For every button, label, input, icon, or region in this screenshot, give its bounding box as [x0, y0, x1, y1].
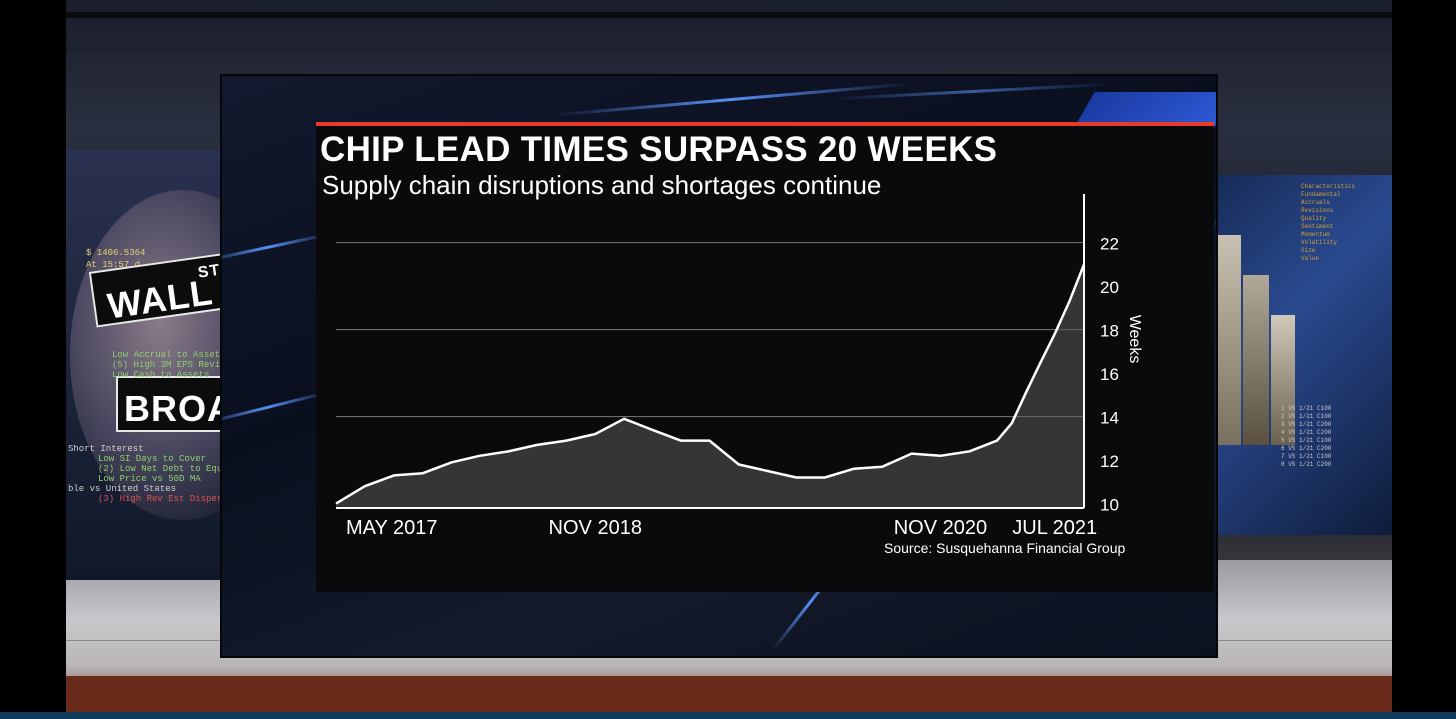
y-tick-label: 22	[1100, 235, 1119, 254]
light-streak	[222, 390, 331, 425]
wall-st-suffix: ST	[196, 261, 222, 282]
area-fill	[336, 264, 1084, 508]
x-tick-label: NOV 2020	[894, 517, 987, 539]
chart-title: CHIP LEAD TIMES SURPASS 20 WEEKS	[320, 130, 998, 169]
y-axis-label: Weeks	[1126, 315, 1143, 364]
floor-edge	[66, 676, 1392, 712]
x-tick-label: JUL 2021	[1012, 517, 1097, 539]
series-lines	[335, 263, 1086, 505]
ticker-time: At 15:57 d	[86, 260, 141, 270]
broadcast-screen: CHIP LEAD TIMES SURPASS 20 WEEKS Supply …	[222, 76, 1216, 656]
line-chart: 10 12 14 16 18 20 22 MAY 2017 NOV 2018 NOV 2020 J…	[335, 194, 1143, 539]
chart-subtitle: Supply chain disruptions and shortages c…	[322, 170, 882, 200]
building-image	[1211, 235, 1241, 445]
factor-line: Low Price vs 50D MA	[98, 474, 201, 484]
grid-lines	[336, 242, 1084, 418]
y-tick-label: 10	[1100, 496, 1119, 515]
y-tick-label: 20	[1100, 278, 1119, 297]
title-rule	[316, 122, 1214, 126]
light-streak	[552, 82, 912, 117]
data-table-image: 1 VS 1/21 C100 2 VS 1/21 C100 3 VS 1/21 …	[1281, 405, 1332, 468]
y-tick-label: 12	[1100, 452, 1119, 471]
ceiling-rail	[66, 48, 1392, 51]
right-video-wall: Characteristics Fundamental Accruals Rev…	[1211, 175, 1392, 535]
factor-line: Low Accrual to Assets	[112, 350, 226, 360]
factor-line: ble vs United States	[68, 484, 177, 494]
building-image	[1243, 275, 1269, 445]
factor-line: Short Interest	[68, 444, 144, 454]
ticker-price: $ 1406.5364	[86, 248, 146, 258]
x-tick-label: MAY 2017	[346, 517, 438, 539]
axes	[336, 194, 1085, 509]
chart-source: Source: Susquehanna Financial Group	[884, 540, 1126, 556]
factor-line: Low SI Days to Cover	[98, 454, 207, 464]
y-tick-label: 14	[1100, 409, 1119, 428]
x-tick-labels: MAY 2017 NOV 2018 NOV 2020 JUL 2021	[346, 517, 1097, 539]
building-image	[1271, 315, 1295, 445]
area-fill-shape	[336, 264, 1084, 508]
factor-line: Low Cash to Assets	[112, 370, 210, 380]
bottom-strip	[0, 712, 1456, 719]
ceiling-rail	[66, 12, 1392, 18]
y-tick-labels: 10 12 14 16 18 20 22	[1100, 235, 1119, 515]
series-line	[335, 263, 1086, 505]
chart-panel: CHIP LEAD TIMES SURPASS 20 WEEKS Supply …	[316, 122, 1214, 592]
factor-line: (3) High Rev Est Dispersion (FQ1)	[98, 494, 277, 504]
factor-line: (5) High 3M EPS Revision % (FQ1)	[112, 360, 285, 370]
data-table-image: Characteristics Fundamental Accruals Rev…	[1301, 183, 1356, 262]
light-streak	[222, 232, 331, 263]
y-tick-label: 18	[1100, 322, 1119, 341]
x-tick-label: NOV 2018	[549, 517, 642, 539]
factor-line: (2) Low Net Debt to Equity	[98, 464, 239, 474]
y-tick-label: 16	[1100, 365, 1119, 384]
